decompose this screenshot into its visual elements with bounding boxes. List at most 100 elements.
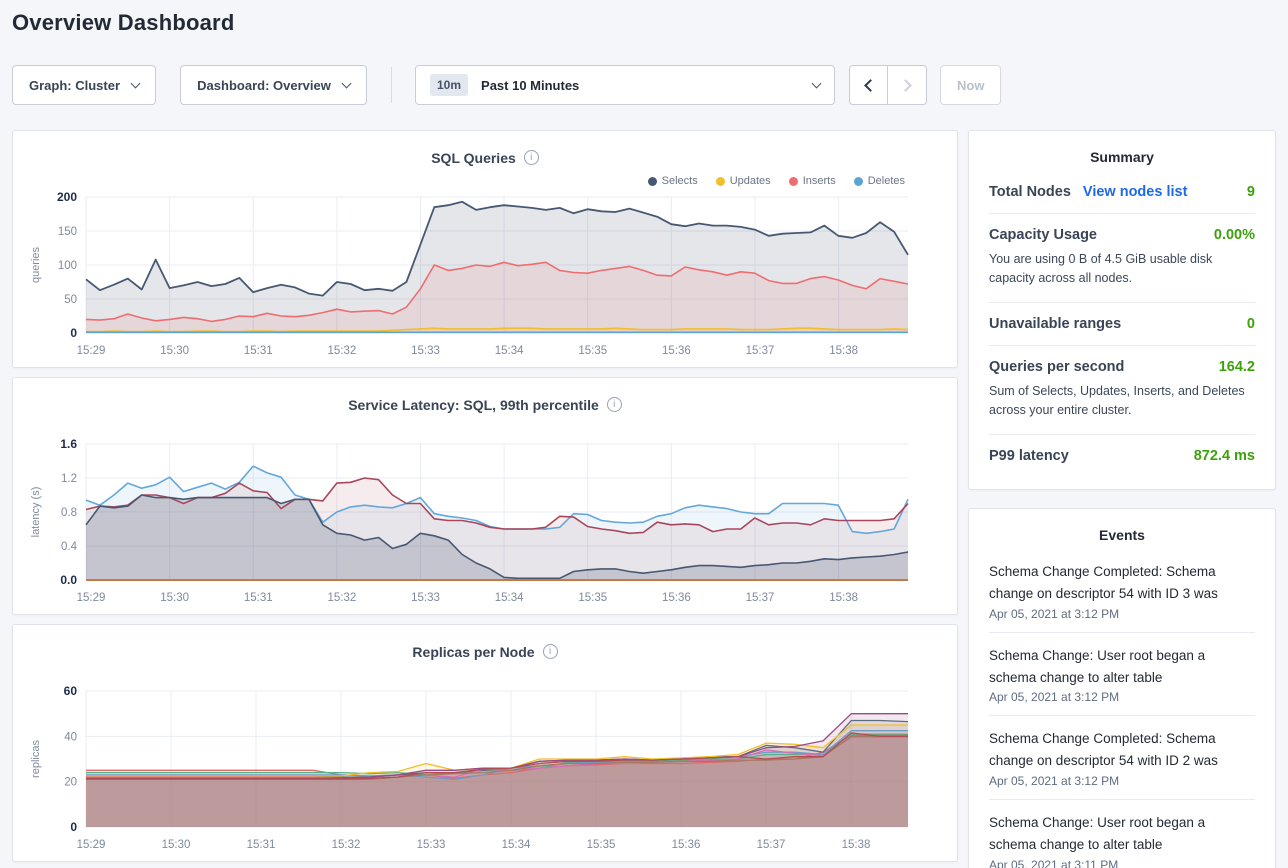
svg-text:40: 40 xyxy=(64,731,77,743)
event-timestamp: Apr 05, 2021 at 3:12 PM xyxy=(989,774,1120,789)
legend-item-selects: Selects xyxy=(647,175,698,187)
svg-text:15:34: 15:34 xyxy=(502,839,531,851)
chevron-down-icon xyxy=(130,78,141,88)
summary-value: 872.4 ms xyxy=(1193,447,1255,464)
event-timestamp: Apr 05, 2021 at 3:12 PM xyxy=(989,690,1120,705)
summary-row: Capacity Usage 0.00% You are using 0 B of … xyxy=(989,214,1255,303)
event-item: Schema Change Completed: Schema change o… xyxy=(989,549,1255,633)
chevron-down-icon xyxy=(341,78,352,88)
summary-title: Summary xyxy=(1090,149,1154,165)
chevron-down-icon xyxy=(811,78,822,88)
legend-item-deletes: Deletes xyxy=(853,175,905,187)
graph-dropdown-label: Graph: Cluster xyxy=(29,77,121,93)
svg-text:15:37: 15:37 xyxy=(757,839,786,851)
sql-queries-chart-panel: SQL Queries i Selects Updates Inserts Delete… xyxy=(12,130,958,368)
now-button-disabled[interactable]: Now xyxy=(940,65,1002,105)
toolbar: Graph: Cluster Dashboard: Overview 10m P… xyxy=(12,65,1002,105)
dashboard-dropdown[interactable]: Dashboard: Overview xyxy=(180,65,367,105)
service-latency-chart-plot[interactable]: 15:29 15:30 15:31 15:32 15:33 15:34 15:35 15:36… xyxy=(13,434,957,614)
svg-text:15:30: 15:30 xyxy=(162,839,191,851)
toolbar-divider xyxy=(391,67,392,103)
time-range-dropdown[interactable]: 10m Past 10 Minutes xyxy=(415,65,835,105)
legend-label: Selects xyxy=(661,175,698,187)
replicas-per-node-chart-panel: Replicas per Node i 15:29 15:30 15:31 15:32 1… xyxy=(12,624,958,862)
summary-row: Queries per second 164.2 Sum of Selects, U… xyxy=(989,346,1255,435)
info-icon[interactable]: i xyxy=(542,644,558,660)
chart-title: SQL Queries xyxy=(431,149,516,166)
legend-item-inserts: Inserts xyxy=(788,175,836,187)
time-range-badge: 10m xyxy=(430,74,469,96)
svg-text:60: 60 xyxy=(64,684,78,698)
svg-text:15:34: 15:34 xyxy=(495,345,524,357)
summary-row: Total Nodes View nodes list 9 xyxy=(989,171,1255,214)
legend-label: Updates xyxy=(729,175,771,187)
time-range-label: Past 10 Minutes xyxy=(481,77,580,93)
svg-text:replicas: replicas xyxy=(30,740,42,778)
svg-text:50: 50 xyxy=(64,294,77,306)
svg-text:15:37: 15:37 xyxy=(746,592,775,604)
svg-text:15:29: 15:29 xyxy=(77,839,106,851)
legend-dot-icon xyxy=(647,176,657,186)
svg-text:15:32: 15:32 xyxy=(327,345,356,357)
summary-label: Total Nodes xyxy=(989,184,1071,200)
svg-text:15:38: 15:38 xyxy=(829,592,858,604)
svg-text:15:37: 15:37 xyxy=(746,345,775,357)
time-step-buttons xyxy=(849,65,927,105)
legend-label: Inserts xyxy=(802,175,836,187)
events-panel: Events Schema Change Completed: Schema c… xyxy=(968,508,1276,868)
legend-label: Deletes xyxy=(867,175,905,187)
summary-value: 164.2 xyxy=(1218,358,1255,375)
summary-row: Unavailable ranges 0 xyxy=(989,303,1255,346)
svg-text:15:29: 15:29 xyxy=(77,345,106,357)
svg-text:15:35: 15:35 xyxy=(587,839,616,851)
svg-text:100: 100 xyxy=(58,260,77,272)
svg-text:queries: queries xyxy=(30,246,42,283)
previous-range-button[interactable] xyxy=(849,65,888,105)
svg-text:15:31: 15:31 xyxy=(244,345,273,357)
chart-title: Replicas per Node xyxy=(412,643,535,660)
event-message: Schema Change: User root began a schema … xyxy=(989,647,1206,685)
svg-text:15:33: 15:33 xyxy=(411,592,440,604)
svg-text:15:34: 15:34 xyxy=(495,592,524,604)
svg-text:1.2: 1.2 xyxy=(61,473,77,485)
chart-title: Service Latency: SQL, 99th percentile xyxy=(348,396,599,413)
svg-text:15:33: 15:33 xyxy=(417,839,446,851)
svg-text:15:35: 15:35 xyxy=(578,345,607,357)
svg-text:15:33: 15:33 xyxy=(411,345,440,357)
svg-text:20: 20 xyxy=(64,777,77,789)
summary-value: 0 xyxy=(1246,315,1255,332)
svg-text:15:29: 15:29 xyxy=(77,592,106,604)
sidebar: Summary Total Nodes View nodes list 9 Capac… xyxy=(968,130,1276,868)
event-message: Schema Change: User root began a schema … xyxy=(989,815,1206,853)
svg-text:0.8: 0.8 xyxy=(61,507,77,519)
info-icon[interactable]: i xyxy=(606,397,622,413)
svg-text:15:38: 15:38 xyxy=(829,345,858,357)
replicas-per-node-chart-plot[interactable]: 15:29 15:30 15:31 15:32 15:33 15:34 15:35 15:36… xyxy=(13,681,957,861)
next-range-button-disabled[interactable] xyxy=(888,65,927,105)
svg-text:15:36: 15:36 xyxy=(662,345,691,357)
chevron-right-icon xyxy=(898,78,912,92)
summary-label: Queries per second xyxy=(989,358,1125,375)
event-timestamp: Apr 05, 2021 at 3:11 PM xyxy=(989,857,1119,868)
svg-text:0.0: 0.0 xyxy=(60,573,77,587)
svg-text:0: 0 xyxy=(70,326,77,340)
svg-text:0: 0 xyxy=(70,820,77,834)
svg-text:15:30: 15:30 xyxy=(160,592,189,604)
summary-caption: You are using 0 B of 4.5 GiB usable disk… xyxy=(989,252,1213,286)
summary-label: Capacity Usage xyxy=(989,227,1097,243)
svg-text:150: 150 xyxy=(58,226,77,238)
svg-text:15:36: 15:36 xyxy=(672,839,701,851)
event-message: Schema Change Completed: Schema change o… xyxy=(989,564,1218,601)
events-list: Schema Change Completed: Schema change o… xyxy=(969,549,1275,868)
view-nodes-list-link[interactable]: View nodes list xyxy=(1082,184,1188,200)
svg-text:0.4: 0.4 xyxy=(61,541,78,553)
graph-dropdown[interactable]: Graph: Cluster xyxy=(12,65,156,105)
sql-queries-chart-plot[interactable]: 15:29 15:30 15:31 15:32 15:33 15:34 15:35 15:36… xyxy=(13,187,957,367)
event-item: Schema Change: User root began a schema … xyxy=(989,800,1255,868)
chart-legend: Selects Updates Inserts Deletes xyxy=(647,175,905,187)
chevron-left-icon xyxy=(864,78,877,92)
summary-value: 0.00% xyxy=(1213,227,1255,243)
info-icon[interactable]: i xyxy=(523,150,539,166)
svg-text:15:36: 15:36 xyxy=(662,592,691,604)
